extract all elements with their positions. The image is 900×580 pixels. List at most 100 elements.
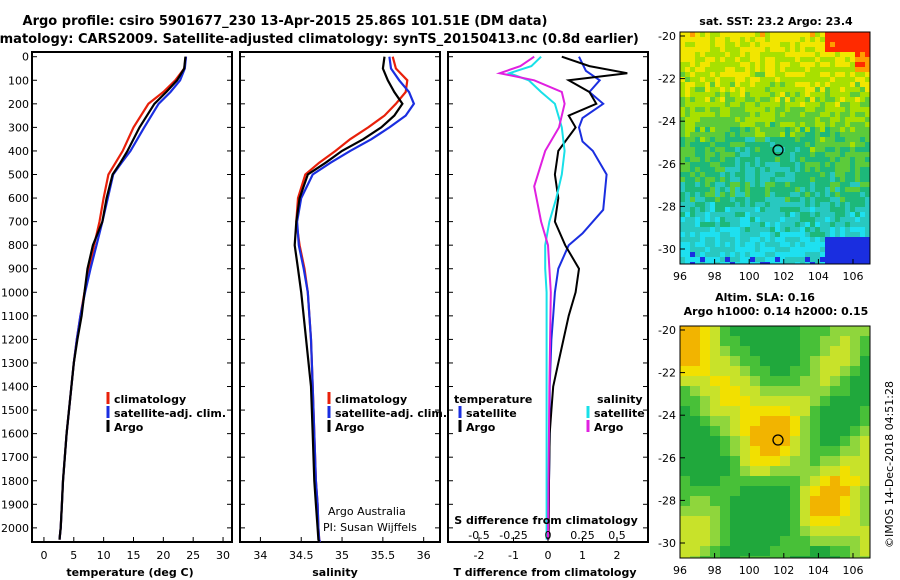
map-cell	[695, 62, 700, 67]
map-cell	[840, 376, 850, 386]
map-cell	[825, 37, 830, 42]
map-cell	[715, 182, 720, 187]
map-cell	[790, 187, 795, 192]
map-cell	[780, 47, 785, 52]
map-cell	[705, 207, 710, 212]
map-cell	[730, 57, 735, 62]
map-cell	[760, 77, 765, 82]
map-cell	[730, 157, 735, 162]
map-cell	[805, 252, 810, 257]
map-cell	[865, 87, 870, 92]
map-cell	[825, 227, 830, 232]
map-cell	[785, 97, 790, 102]
map-cell	[720, 92, 725, 97]
map-cell	[730, 237, 735, 242]
map-y-tick-label: -26	[658, 158, 676, 171]
map-cell	[680, 87, 685, 92]
map-cell	[795, 92, 800, 97]
map-cell	[795, 237, 800, 242]
map-cell	[715, 92, 720, 97]
map-cell	[830, 496, 840, 506]
map-cell	[845, 122, 850, 127]
map-cell	[850, 127, 855, 132]
map-cell	[690, 247, 695, 252]
map-cell	[780, 162, 785, 167]
map-cell	[725, 207, 730, 212]
map-cell	[730, 47, 735, 52]
map-cell	[780, 92, 785, 97]
map-cell	[820, 217, 825, 222]
map-cell	[775, 92, 780, 97]
map-cell	[740, 227, 745, 232]
map-cell	[710, 242, 715, 247]
map-cell	[690, 486, 700, 496]
map-cell	[820, 257, 825, 262]
map-cell	[860, 42, 865, 47]
map-cell	[785, 222, 790, 227]
map-cell	[695, 137, 700, 142]
map-cell	[780, 446, 790, 456]
map-cell	[810, 556, 820, 558]
map-cell	[770, 366, 780, 376]
map-cell	[795, 232, 800, 237]
map-cell	[800, 232, 805, 237]
map-cell	[825, 52, 830, 57]
map-cell	[680, 167, 685, 172]
map-cell	[810, 152, 815, 157]
map-cell	[820, 222, 825, 227]
map-cell	[765, 77, 770, 82]
map-cell	[825, 187, 830, 192]
map-cell	[825, 247, 830, 252]
map-cell	[740, 376, 750, 386]
map-cell	[840, 62, 845, 67]
map-cell	[690, 142, 695, 147]
map-cell	[825, 132, 830, 137]
map-cell	[775, 217, 780, 222]
map-cell	[770, 92, 775, 97]
map-cell	[810, 167, 815, 172]
map-cell	[865, 62, 870, 67]
map-cell	[855, 252, 860, 257]
map-cell	[830, 516, 840, 526]
map-cell	[780, 192, 785, 197]
map-cell	[780, 526, 790, 536]
map-cell	[820, 516, 830, 526]
argo-float-marker	[772, 434, 784, 446]
map-cell	[730, 142, 735, 147]
map-cell	[810, 142, 815, 147]
depth-tick-label: 800	[8, 239, 29, 252]
map-cell	[730, 187, 735, 192]
map-cell	[745, 147, 750, 152]
map-cell	[785, 182, 790, 187]
map-cell	[860, 356, 870, 366]
map-cell	[800, 72, 805, 77]
map-cell	[780, 127, 785, 132]
map-cell	[700, 57, 705, 62]
map-cell	[840, 396, 850, 406]
map-cell	[680, 177, 685, 182]
map-cell	[780, 212, 785, 217]
map-cell	[725, 247, 730, 252]
map-cell	[805, 122, 810, 127]
map-cell	[795, 107, 800, 112]
map-cell	[850, 222, 855, 227]
map-cell	[720, 187, 725, 192]
map-cell	[800, 476, 810, 486]
map-cell	[725, 82, 730, 87]
map-cell	[820, 486, 830, 496]
map-cell	[850, 122, 855, 127]
map-cell	[790, 122, 795, 127]
map-cell	[725, 142, 730, 147]
map-cell	[685, 147, 690, 152]
map-cell	[840, 112, 845, 117]
map-cell	[680, 466, 690, 476]
map-cell	[720, 37, 725, 42]
map-cell	[715, 97, 720, 102]
map-cell	[860, 172, 865, 177]
s-difference-title: S difference from climatology	[454, 514, 638, 527]
map-cell	[850, 152, 855, 157]
map-cell	[800, 77, 805, 82]
map-cell	[860, 67, 865, 72]
map-cell	[715, 167, 720, 172]
map-cell	[680, 97, 685, 102]
